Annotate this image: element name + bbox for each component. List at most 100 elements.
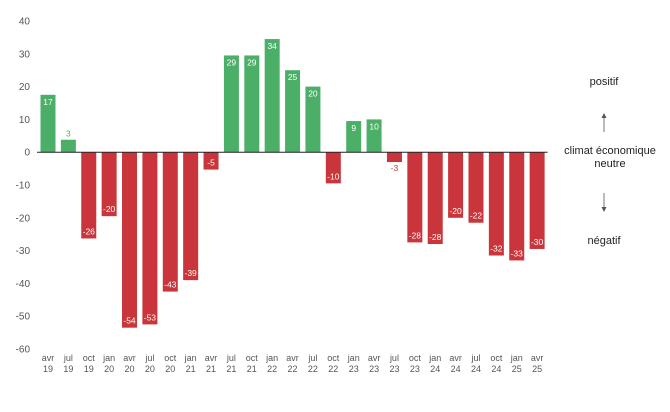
data-label: -54: [123, 316, 136, 326]
y-tick-label: 30: [19, 49, 31, 60]
x-tick-label-period: jul: [470, 353, 480, 363]
data-label: 20: [308, 89, 318, 99]
y-tick-label: 40: [19, 17, 31, 28]
bar-jan-24: [427, 152, 443, 245]
bar-jul-19: [60, 139, 76, 153]
y-tick-label: -40: [16, 279, 31, 290]
annotation-positive: positif: [590, 76, 620, 88]
x-tick-label-period: avr: [42, 353, 55, 363]
bar-jan-23: [346, 121, 362, 153]
x-tick-label-period: oct: [246, 353, 259, 363]
data-label: -53: [144, 312, 157, 322]
data-label: -20: [449, 206, 462, 216]
data-label: 25: [288, 72, 298, 82]
x-tick-label-year: 24: [430, 364, 440, 374]
x-tick-label-period: jul: [307, 353, 317, 363]
x-axis: avr19jul19oct19jan20avr20jul20oct20jan21…: [42, 353, 544, 374]
x-tick-label-period: avr: [286, 353, 299, 363]
bar-oct-22: [325, 152, 341, 184]
x-tick-label-year: 19: [63, 364, 73, 374]
x-tick-label-period: oct: [83, 353, 96, 363]
data-label: -3: [391, 163, 399, 173]
bar-oct-19: [81, 152, 97, 239]
x-tick-label-period: jul: [144, 353, 154, 363]
x-tick-label-year: 22: [267, 364, 277, 374]
annotation-neutral-line2: neutre: [594, 158, 625, 170]
x-tick-label-year: 21: [206, 364, 216, 374]
x-tick-label-year: 23: [349, 364, 359, 374]
x-tick-label-year: 22: [328, 364, 338, 374]
data-label: -39: [185, 268, 198, 278]
x-tick-label-period: avr: [531, 353, 544, 363]
bar-jul-23: [386, 152, 402, 163]
x-tick-label-period: oct: [164, 353, 177, 363]
data-label: -20: [103, 204, 116, 214]
bar-jan-20: [101, 152, 117, 217]
bar-avr-24: [448, 152, 464, 218]
x-tick-label-period: oct: [327, 353, 340, 363]
bar-jan-21: [183, 152, 199, 281]
x-tick-label-period: jul: [389, 353, 399, 363]
data-label: 17: [43, 97, 53, 107]
x-tick-label-year: 20: [165, 364, 175, 374]
bar-jul-24: [468, 152, 484, 223]
x-tick-label-year: 20: [125, 364, 135, 374]
x-tick-label-period: avr: [449, 353, 462, 363]
bar-avr-19: [40, 94, 56, 153]
bars: [40, 39, 545, 328]
x-tick-label-year: 24: [491, 364, 501, 374]
x-tick-label-period: jan: [265, 353, 278, 363]
bar-oct-20: [162, 152, 178, 292]
data-label: 3: [66, 129, 71, 139]
data-label: -43: [164, 280, 177, 290]
x-tick-label-year: 22: [288, 364, 298, 374]
bar-jan-25: [509, 152, 525, 261]
data-label: 34: [267, 41, 277, 51]
x-tick-label-period: jan: [510, 353, 523, 363]
x-tick-label-year: 20: [104, 364, 114, 374]
x-tick-label-year: 25: [512, 364, 522, 374]
data-label: -28: [409, 230, 422, 240]
y-tick-label: 0: [24, 148, 30, 159]
data-labels: 17 3 -26 -20 -54 -53 -43 -39 -5 29 29 34 25 20 -10 9 10 -…: [43, 41, 543, 326]
x-tick-label-year: 24: [471, 364, 481, 374]
x-tick-label-period: avr: [368, 353, 381, 363]
data-label: -22: [470, 211, 483, 221]
y-tick-label: -60: [16, 345, 31, 356]
bar-oct-24: [488, 152, 504, 256]
bar-avr-20: [122, 152, 138, 328]
x-tick-label-year: 23: [389, 364, 399, 374]
bar-oct-23: [407, 152, 423, 243]
side-annotations: positif climat économique neutre négatif: [564, 76, 656, 247]
data-label: 29: [227, 57, 237, 67]
x-tick-label-year: 25: [532, 364, 542, 374]
data-label: 9: [351, 123, 356, 133]
data-label: 10: [369, 121, 379, 131]
x-tick-label-year: 23: [410, 364, 420, 374]
x-tick-label-period: jan: [347, 353, 360, 363]
x-tick-label-period: jul: [226, 353, 236, 363]
annotation-negative: négatif: [587, 235, 621, 247]
bar-jul-21: [223, 55, 239, 153]
data-label: -10: [327, 171, 340, 181]
data-label: -28: [429, 232, 442, 242]
bar-avr-22: [285, 70, 301, 153]
x-tick-label-year: 21: [186, 364, 196, 374]
y-tick-label: 10: [19, 115, 31, 126]
x-tick-label-year: 23: [369, 364, 379, 374]
bar-avr-21: [203, 152, 219, 170]
data-label: -32: [490, 244, 503, 254]
y-tick-label: 20: [19, 82, 31, 93]
annotation-neutral-line1: climat économique: [564, 145, 656, 157]
data-label: -5: [207, 158, 215, 168]
x-tick-label-year: 22: [308, 364, 318, 374]
x-tick-label-year: 21: [226, 364, 236, 374]
x-tick-label-period: jan: [428, 353, 441, 363]
x-tick-label-year: 19: [84, 364, 94, 374]
x-tick-label-period: avr: [123, 353, 136, 363]
data-label: -33: [511, 248, 524, 258]
x-tick-label-year: 24: [451, 364, 461, 374]
data-label: -30: [531, 237, 544, 247]
bar-jan-22: [264, 39, 280, 153]
